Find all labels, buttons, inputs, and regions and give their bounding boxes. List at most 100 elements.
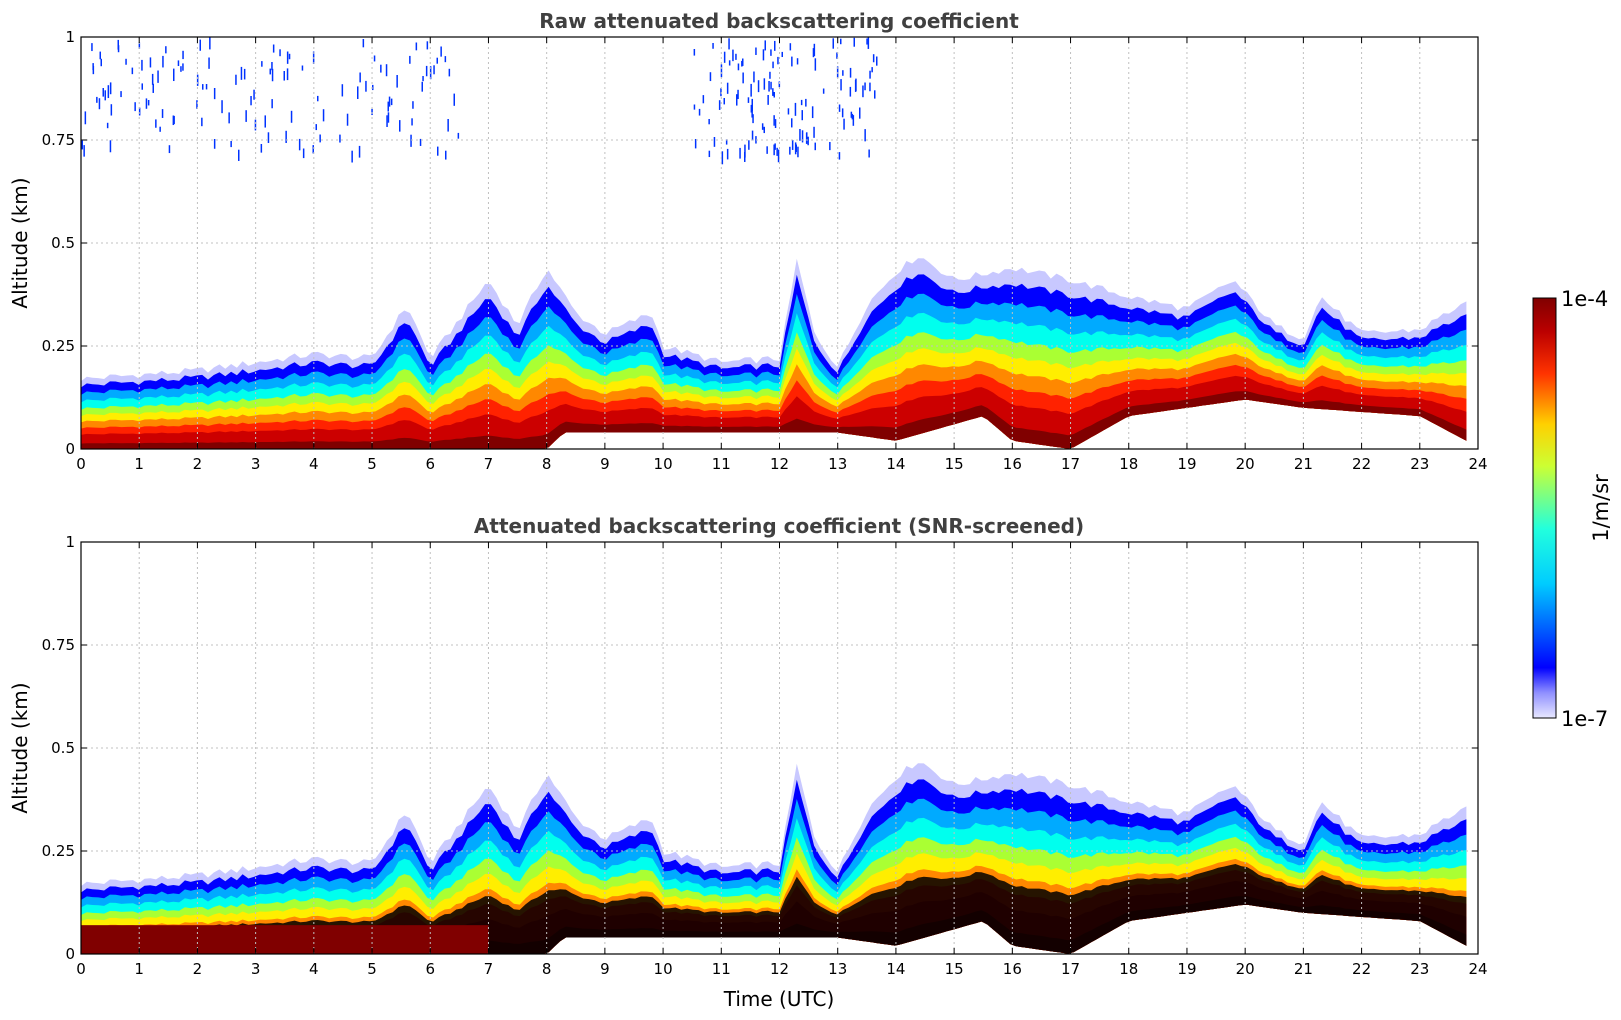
x-tick-label: 14 [886, 455, 905, 473]
noise-speckle [763, 126, 765, 134]
noise-speckle [109, 82, 112, 95]
noise-speckle [859, 107, 861, 119]
noise-speckle [791, 118, 793, 128]
x-tick-label: 7 [484, 455, 494, 473]
x-tick-label: 9 [600, 960, 610, 978]
noise-speckle [851, 113, 854, 120]
noise-speckle [110, 104, 113, 116]
noise-speckle [770, 81, 772, 90]
noise-speckle [283, 71, 285, 81]
noise-speckle [436, 57, 438, 64]
noise-speckle [801, 110, 803, 121]
noise-speckle [109, 140, 112, 153]
noise-speckle [829, 142, 831, 151]
noise-speckle [772, 61, 774, 69]
panel-raw-y-ticks: 0 0.25 0.5 0.75 1 [42, 28, 1478, 458]
panel-raw-grid [80, 36, 1479, 450]
noise-speckle [769, 71, 771, 79]
x-tick-label: 5 [367, 455, 377, 473]
noise-speckle [410, 134, 412, 147]
noise-speckle [271, 99, 273, 109]
x-tick-label: 10 [654, 455, 673, 473]
noise-speckle [253, 89, 255, 100]
noise-speckle [388, 96, 391, 107]
x-tick-label: 11 [712, 960, 731, 978]
noise-speckle [92, 66, 95, 75]
backscatter-band [81, 391, 1467, 449]
x-tick-label: 18 [1119, 455, 1138, 473]
x-tick-label: 10 [654, 960, 673, 978]
noise-speckle [371, 108, 373, 116]
noise-speckle [165, 46, 167, 54]
noise-speckle [720, 64, 723, 78]
noise-speckle [149, 57, 152, 68]
noise-speckle [117, 39, 119, 50]
x-tick-label: 23 [1410, 455, 1429, 473]
x-tick-label: 12 [770, 455, 789, 473]
noise-speckle [267, 132, 270, 143]
x-tick-label: 14 [886, 960, 905, 978]
y-tick-label: 0 [65, 945, 75, 963]
noise-speckle [853, 37, 855, 47]
noise-speckle [357, 86, 359, 99]
noise-speckle [151, 73, 154, 85]
noise-speckle [777, 149, 780, 163]
noise-speckle [173, 115, 175, 125]
x-tick-label: 16 [1003, 455, 1022, 473]
noise-speckle [425, 65, 428, 77]
noise-speckle [755, 47, 757, 55]
y-tick-label: 0.75 [42, 131, 75, 149]
noise-speckle [91, 43, 93, 52]
panel-raw-ylabel: Altitude (km) [8, 177, 32, 308]
noise-speckle [718, 100, 721, 110]
noise-speckle [725, 139, 728, 145]
noise-speckle [840, 79, 842, 91]
noise-speckle [789, 43, 792, 51]
noise-speckle [288, 53, 291, 60]
x-tick-label: 19 [1177, 455, 1196, 473]
noise-speckle [173, 68, 175, 82]
noise-speckle [250, 96, 252, 106]
noise-speckle [750, 104, 753, 113]
x-tick-label: 4 [309, 960, 319, 978]
noise-speckle [444, 56, 447, 63]
noise-speckle [794, 102, 797, 116]
x-tick-label: 8 [542, 960, 552, 978]
noise-speckle [138, 107, 141, 116]
noise-speckle [106, 122, 109, 129]
noise-speckle [315, 124, 317, 131]
colorbar: 1e-4 1e-7 1/m/sr [1532, 287, 1613, 731]
noise-speckle [732, 49, 734, 62]
noise-speckle [264, 115, 266, 128]
noise-speckle [843, 118, 845, 130]
x-tick-label: 24 [1468, 960, 1487, 978]
noise-speckle [776, 147, 778, 156]
noise-speckle [448, 68, 451, 77]
x-tick-label: 9 [600, 455, 610, 473]
panel-screened-title: Attenuated backscattering coefficient (S… [474, 514, 1084, 538]
x-tick-label: 7 [484, 960, 494, 978]
noise-speckle [840, 38, 842, 45]
noise-speckle [162, 55, 164, 68]
noise-speckle [209, 37, 211, 50]
noise-speckle [750, 83, 752, 97]
noise-speckle [693, 49, 696, 56]
noise-speckle [387, 101, 389, 112]
noise-speckle [693, 104, 696, 110]
x-tick-label: 20 [1236, 960, 1255, 978]
noise-speckle [744, 144, 746, 158]
noise-speckle [806, 132, 808, 141]
noise-speckle [801, 130, 804, 143]
noise-speckle [411, 118, 413, 126]
x-tick-label: 0 [76, 455, 86, 473]
noise-speckle [433, 65, 435, 75]
x-tick-label: 22 [1352, 960, 1371, 978]
noise-speckle [426, 41, 429, 50]
panel-raw-x-ticks: 0 1 2 3 4 5 6 7 8 9 10 11 12 13 14 15 16 17 18 19 20 21 22 23 24 [76, 37, 1488, 473]
noise-speckle [737, 89, 739, 100]
panel-raw-plot [81, 37, 1467, 449]
y-tick-label: 0.75 [42, 636, 75, 654]
noise-speckle [854, 80, 857, 92]
noise-speckle [723, 51, 726, 63]
